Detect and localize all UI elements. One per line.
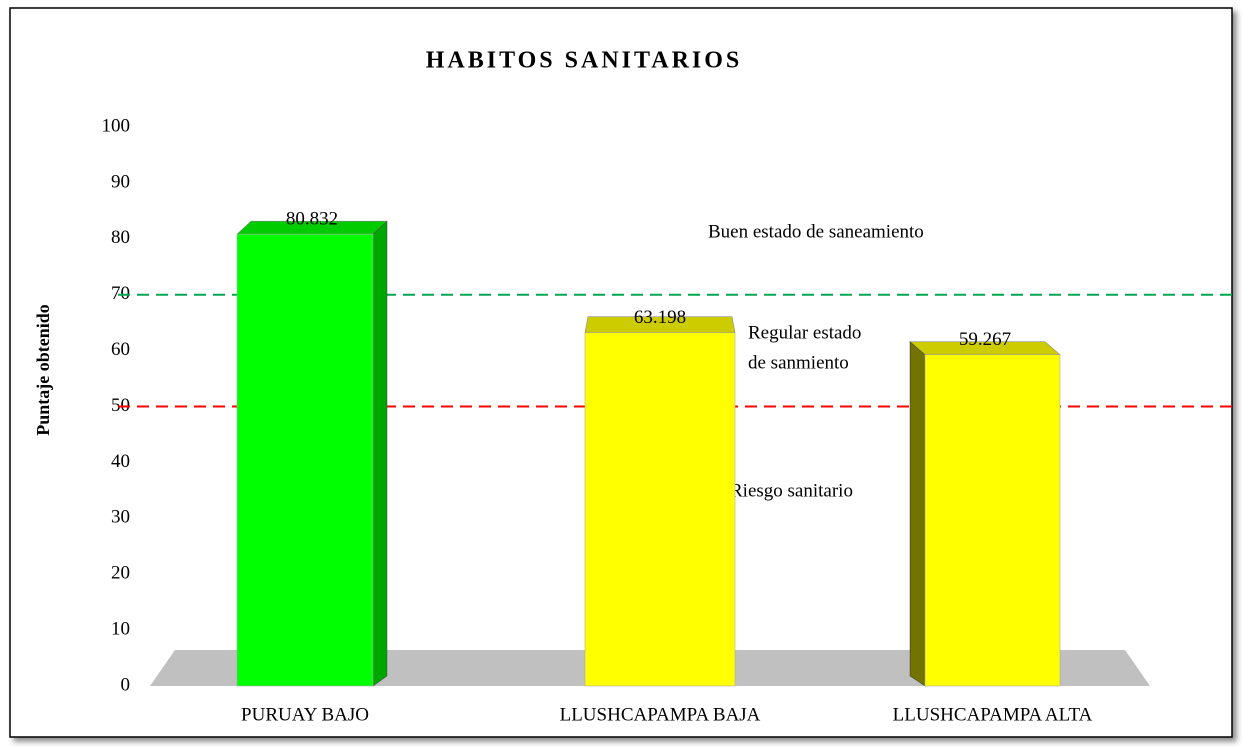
bar-top-shade <box>585 316 735 333</box>
annotation: Buen estado de saneamiento <box>708 221 924 242</box>
bar-top-shade <box>910 341 1060 355</box>
annotation: Regular estado <box>748 322 861 343</box>
data-label: 59.267 <box>959 329 1011 350</box>
bar <box>584 332 736 687</box>
y-tick-label: 80 <box>111 227 130 248</box>
bar-side-shade <box>373 221 387 687</box>
y-tick-label: 0 <box>121 674 131 695</box>
bar <box>924 354 1061 687</box>
y-tick-label: 60 <box>111 339 130 360</box>
y-tick-label: 50 <box>111 395 130 416</box>
x-tick-label: LLUSHCAPAMPA BAJA <box>560 704 761 725</box>
data-label: 80.832 <box>286 209 338 230</box>
bar <box>236 233 374 687</box>
y-axis-label: Puntaje obtenido <box>33 304 53 436</box>
y-tick-label: 30 <box>111 507 130 528</box>
y-tick-label: 90 <box>111 171 130 192</box>
x-tick-label: PURUAY BAJO <box>241 704 369 725</box>
y-tick-label: 10 <box>111 618 130 639</box>
y-tick-label: 100 <box>102 115 131 136</box>
y-tick-label: 20 <box>111 563 130 584</box>
y-tick-label: 40 <box>111 451 130 472</box>
x-tick-label: LLUSHCAPAMPA ALTA <box>893 704 1093 725</box>
annotation: Riesgo sanitario <box>730 480 853 501</box>
annotation: de sanmiento <box>748 352 849 373</box>
bar-side-shade <box>910 341 925 686</box>
data-label: 63.198 <box>634 307 686 328</box>
bar-top-shade <box>237 221 387 235</box>
y-tick-label: 70 <box>111 283 130 304</box>
chart-title: HABITOS SANITARIOS <box>426 48 743 74</box>
